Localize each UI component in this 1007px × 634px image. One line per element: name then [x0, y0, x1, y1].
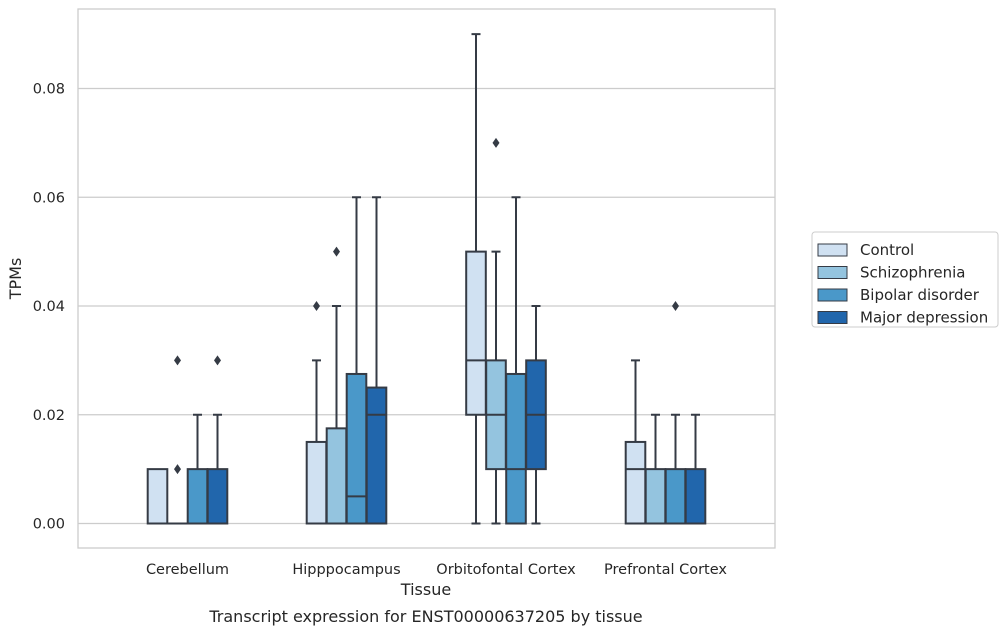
outlier-point — [174, 355, 181, 366]
gridlines — [78, 87, 775, 525]
box-hipppocampus — [345, 196, 368, 525]
outlier-point — [214, 355, 221, 366]
y-tick-label: 0.06 — [33, 190, 65, 206]
box-series — [146, 33, 707, 525]
box-hipppocampus — [325, 246, 348, 525]
box-iqr — [345, 372, 368, 525]
plot-area-frame — [77, 8, 776, 549]
legend-label: Major depression — [860, 309, 988, 327]
box-cerebellum — [146, 468, 169, 525]
y-axis-ticks: 0.00 0.02 0.04 0.06 0.08 — [33, 82, 65, 533]
x-tick-label: Orbitofontal Cortex — [436, 562, 576, 578]
x-axis-label: Tissue — [400, 580, 451, 599]
outlier-point — [174, 464, 181, 475]
y-tick-label: 0.08 — [33, 82, 65, 98]
x-tick-label: Hipppocampus — [292, 562, 400, 578]
legend-swatch — [817, 311, 848, 324]
y-axis-label: TPMs — [6, 258, 25, 301]
box-cerebellum — [166, 355, 189, 525]
box-prefrontal-cortex — [624, 359, 647, 525]
legend-swatch — [817, 288, 848, 302]
x-tick-label: Prefrontal Cortex — [604, 562, 727, 578]
legend-label: Schizophrenia — [860, 264, 965, 282]
box-orbitofontal-cortex — [465, 33, 487, 525]
box-iqr — [186, 468, 209, 525]
legend-frame — [811, 231, 999, 328]
legend: Control Schizophrenia Bipolar disorder Majo… — [811, 231, 999, 328]
legend-label: Bipolar disorder — [860, 286, 980, 304]
legend-label: Control — [860, 241, 914, 259]
outlier-point — [492, 137, 500, 148]
series-schizophrenia — [166, 137, 667, 525]
box-iqr — [465, 250, 487, 416]
box-hipppocampus — [305, 301, 328, 525]
box-prefrontal-cortex — [644, 413, 667, 525]
y-tick-label: 0.02 — [33, 408, 65, 424]
legend-swatch — [817, 266, 848, 279]
box-hipppocampus — [365, 196, 388, 525]
box-cerebellum — [186, 413, 209, 525]
x-tick-label: Cerebellum — [146, 562, 229, 578]
chart-caption: Transcript expression for ENST0000063720… — [208, 607, 642, 626]
box-iqr — [505, 372, 527, 525]
x-axis-ticks: Cerebellum Hipppocampus Orbitofontal Corte… — [146, 562, 727, 578]
series-major-depression — [206, 196, 707, 525]
box-iqr — [365, 386, 388, 525]
box-iqr — [206, 468, 229, 525]
box-iqr — [664, 468, 687, 525]
box-cerebellum — [206, 355, 229, 525]
series-control — [146, 33, 647, 525]
legend-item: Control — [817, 241, 914, 259]
y-tick-label: 0.00 — [33, 517, 65, 533]
box-iqr — [624, 440, 647, 525]
box-iqr — [325, 427, 348, 525]
legend-item: Major depression — [817, 309, 988, 327]
box-orbitofontal-cortex — [525, 305, 547, 525]
box-prefrontal-cortex — [684, 413, 707, 525]
outlier-point — [672, 301, 679, 311]
legend-item: Bipolar disorder — [817, 286, 980, 304]
box-orbitofontal-cortex — [505, 196, 527, 525]
outlier-point — [333, 246, 340, 257]
box-iqr — [146, 468, 169, 525]
box-iqr — [684, 468, 707, 525]
box-iqr — [305, 440, 328, 525]
series-bipolar-disorder — [186, 196, 687, 525]
legend-item: Schizophrenia — [817, 264, 965, 282]
outlier-point — [313, 301, 320, 311]
legend-swatch — [817, 243, 848, 257]
box-orbitofontal-cortex — [485, 137, 507, 525]
box-prefrontal-cortex — [664, 301, 687, 525]
y-tick-label: 0.04 — [33, 299, 65, 315]
box-iqr — [644, 468, 667, 525]
